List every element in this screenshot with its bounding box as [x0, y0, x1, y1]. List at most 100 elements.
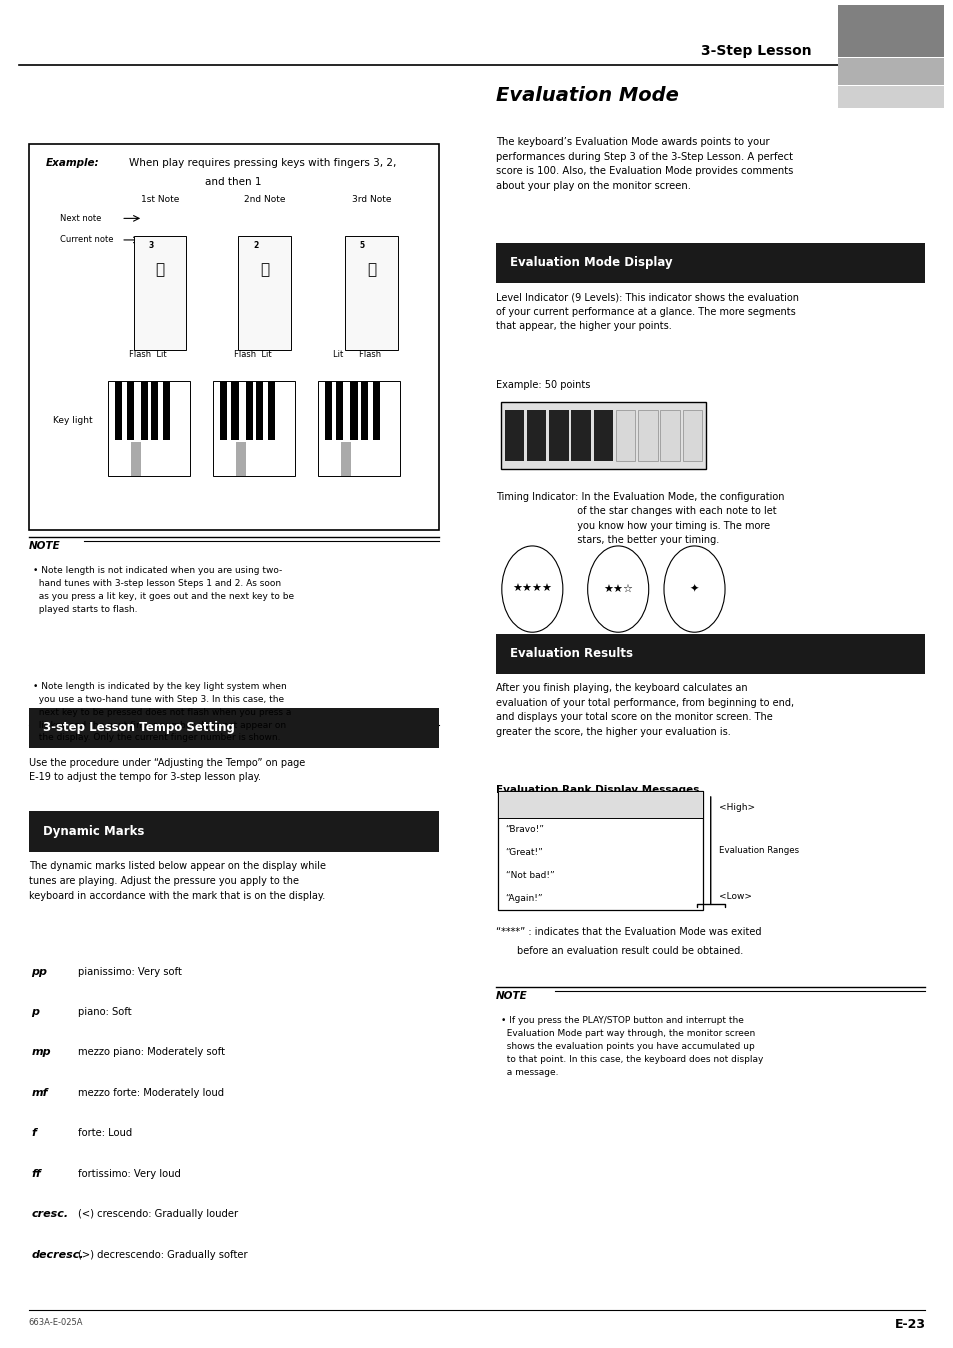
- Text: Next note: Next note: [60, 214, 101, 222]
- Bar: [497, 791, 702, 910]
- Bar: [500, 402, 705, 469]
- Bar: [140, 381, 148, 439]
- Text: and then 1: and then 1: [205, 177, 262, 186]
- Text: <Low>: <Low>: [719, 892, 752, 900]
- Text: 3: 3: [148, 241, 153, 249]
- Text: decresc.: decresc.: [31, 1250, 84, 1259]
- Text: Lit      Flash: Lit Flash: [333, 350, 380, 359]
- Bar: [373, 381, 379, 439]
- Text: fortissimo: Very loud: fortissimo: Very loud: [78, 1169, 181, 1178]
- Bar: [232, 381, 238, 439]
- Text: Display Message: Display Message: [558, 801, 642, 809]
- Text: 3-step Lesson Tempo Setting: 3-step Lesson Tempo Setting: [43, 721, 234, 735]
- Bar: [837, 86, 943, 108]
- Text: Flash  Lit: Flash Lit: [129, 350, 167, 359]
- Text: Use the procedure under “Adjusting the Tempo” on page
E-19 to adjust the tempo f: Use the procedure under “Adjusting the T…: [29, 758, 305, 782]
- Text: f: f: [31, 1128, 36, 1138]
- Bar: [127, 381, 133, 439]
- Bar: [837, 58, 943, 85]
- Text: E-23: E-23: [894, 1318, 924, 1332]
- Bar: [238, 236, 291, 350]
- Bar: [236, 442, 246, 476]
- Text: Flash  Lit: Flash Lit: [233, 350, 272, 359]
- Bar: [571, 410, 590, 461]
- Text: 🖐: 🖐: [260, 262, 270, 278]
- Bar: [659, 410, 679, 461]
- Text: pianissimo: Very soft: pianissimo: Very soft: [78, 967, 182, 976]
- Text: Evaluation Rank Display Messages: Evaluation Rank Display Messages: [496, 785, 699, 794]
- Text: After you finish playing, the keyboard calculates an
evaluation of your total pe: After you finish playing, the keyboard c…: [496, 683, 793, 736]
- Bar: [616, 410, 635, 461]
- Text: Evaluation Results: Evaluation Results: [510, 647, 633, 661]
- Bar: [504, 410, 523, 461]
- Text: When play requires pressing keys with fingers 3, 2,: When play requires pressing keys with fi…: [129, 158, 395, 167]
- Bar: [496, 243, 924, 283]
- Text: 🖐: 🖐: [367, 262, 376, 278]
- Bar: [497, 791, 702, 818]
- Text: piano: Soft: piano: Soft: [78, 1007, 132, 1016]
- Bar: [496, 634, 924, 674]
- Text: “Not bad!”: “Not bad!”: [505, 871, 554, 880]
- Text: 1st Note: 1st Note: [141, 195, 179, 205]
- Bar: [219, 381, 227, 439]
- Bar: [526, 410, 546, 461]
- Text: 3-Step Lesson: 3-Step Lesson: [700, 44, 811, 58]
- Bar: [163, 381, 170, 439]
- Text: NOTE: NOTE: [496, 991, 527, 1000]
- Text: <High>: <High>: [719, 803, 755, 811]
- Text: ★★★★: ★★★★: [512, 584, 552, 594]
- Text: • Note length is not indicated when you are using two-
  hand tunes with 3-step : • Note length is not indicated when you …: [33, 566, 294, 613]
- Text: “Bravo!”: “Bravo!”: [505, 825, 544, 834]
- Bar: [108, 381, 190, 476]
- Bar: [255, 381, 263, 439]
- Text: 🖐: 🖐: [155, 262, 165, 278]
- Text: Current note: Current note: [60, 236, 113, 244]
- Text: “Great!”: “Great!”: [505, 848, 543, 857]
- Bar: [360, 381, 368, 439]
- Bar: [133, 236, 186, 350]
- Text: • If you press the PLAY/STOP button and interrupt the
  Evaluation Mode part way: • If you press the PLAY/STOP button and …: [500, 1016, 762, 1077]
- Text: mp: mp: [31, 1047, 51, 1057]
- Text: Timing Indicator: In the Evaluation Mode, the configuration
                    : Timing Indicator: In the Evaluation Mode…: [496, 492, 783, 545]
- Text: ★★☆: ★★☆: [602, 584, 633, 594]
- Bar: [497, 791, 702, 818]
- Bar: [638, 410, 657, 461]
- Text: The keyboard’s Evaluation Mode awards points to your
performances during Step 3 : The keyboard’s Evaluation Mode awards po…: [496, 137, 793, 190]
- Bar: [151, 381, 158, 439]
- Text: Example: 50 points: Example: 50 points: [496, 380, 590, 390]
- Bar: [682, 410, 701, 461]
- Text: Evaluation Mode: Evaluation Mode: [496, 86, 679, 105]
- Text: Level Indicator (9 Levels): This indicator shows the evaluation
of your current : Level Indicator (9 Levels): This indicat…: [496, 293, 799, 332]
- Bar: [213, 381, 294, 476]
- Bar: [341, 442, 351, 476]
- Text: Evaluation Ranges: Evaluation Ranges: [719, 847, 799, 855]
- Text: Evaluation Mode Display: Evaluation Mode Display: [510, 256, 672, 270]
- Text: 2: 2: [253, 241, 258, 249]
- Text: “****” : indicates that the Evaluation Mode was exited: “****” : indicates that the Evaluation M…: [496, 927, 760, 937]
- Text: 5: 5: [359, 241, 365, 249]
- Bar: [245, 381, 253, 439]
- Text: (<) crescendo: Gradually louder: (<) crescendo: Gradually louder: [78, 1209, 238, 1219]
- Text: NOTE: NOTE: [29, 541, 60, 550]
- Bar: [317, 381, 399, 476]
- Bar: [268, 381, 274, 439]
- Text: “Again!”: “Again!”: [505, 894, 542, 903]
- Text: before an evaluation result could be obtained.: before an evaluation result could be obt…: [517, 946, 742, 956]
- Text: Key light: Key light: [53, 417, 93, 425]
- Bar: [549, 410, 568, 461]
- Text: mf: mf: [31, 1088, 48, 1097]
- Text: Example:: Example:: [46, 158, 99, 167]
- Text: Dynamic Marks: Dynamic Marks: [43, 825, 144, 838]
- Bar: [29, 811, 438, 852]
- Text: 2nd Note: 2nd Note: [244, 195, 286, 205]
- Bar: [837, 5, 943, 57]
- Text: cresc.: cresc.: [31, 1209, 69, 1219]
- Text: ✦: ✦: [689, 584, 699, 594]
- Text: mezzo forte: Moderately loud: mezzo forte: Moderately loud: [78, 1088, 224, 1097]
- Bar: [593, 410, 613, 461]
- Bar: [350, 381, 357, 439]
- Bar: [114, 381, 122, 439]
- Bar: [324, 381, 332, 439]
- Text: • Note length is indicated by the key light system when
  you use a two-hand tun: • Note length is indicated by the key li…: [33, 682, 292, 743]
- Bar: [132, 442, 141, 476]
